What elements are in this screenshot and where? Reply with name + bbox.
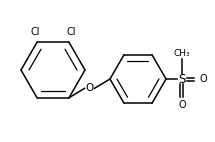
Text: O: O (199, 74, 207, 84)
Text: O: O (178, 100, 186, 110)
Text: O: O (85, 83, 94, 93)
Text: Cl: Cl (66, 27, 76, 37)
Text: CH₃: CH₃ (174, 49, 190, 58)
Text: Cl: Cl (30, 27, 40, 37)
Text: S: S (178, 73, 186, 85)
